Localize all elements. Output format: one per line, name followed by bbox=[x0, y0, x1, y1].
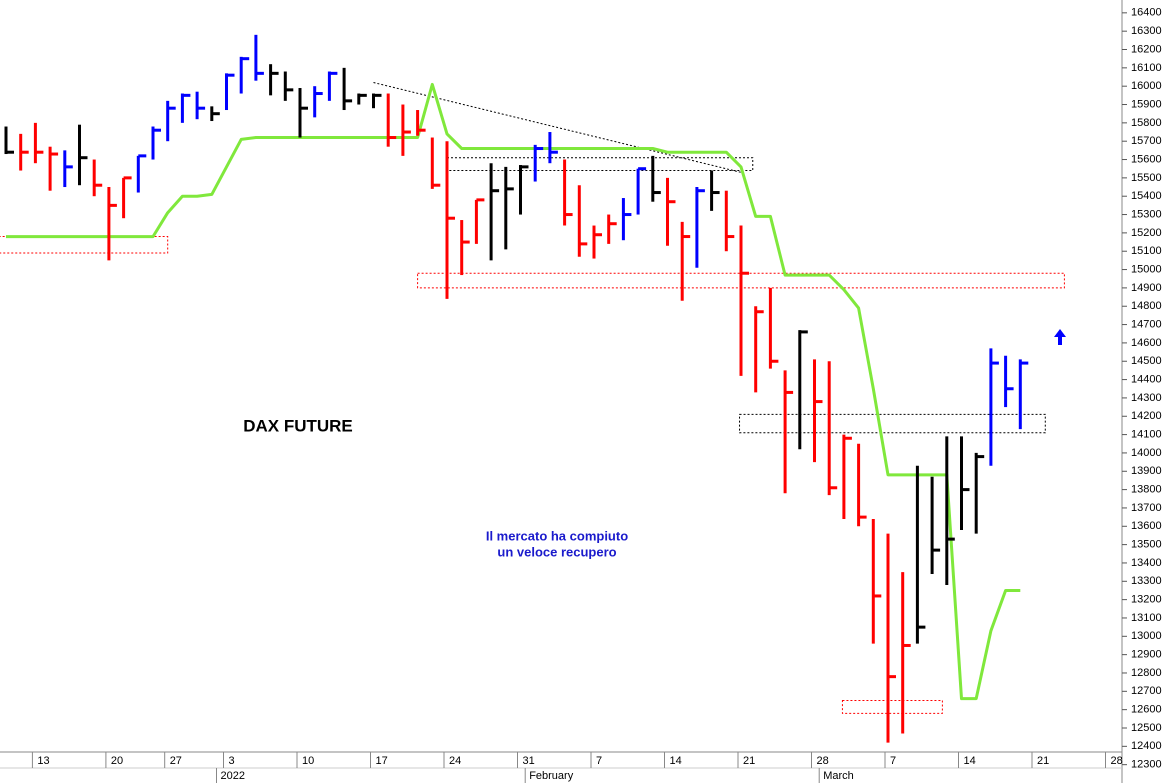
zone bbox=[446, 157, 754, 172]
y-tick-label: 14400 bbox=[1131, 373, 1162, 385]
y-tick-label: 12400 bbox=[1131, 740, 1162, 752]
y-tick-label: 13500 bbox=[1131, 539, 1162, 551]
chart-title: DAX FUTURE bbox=[243, 416, 353, 435]
y-tick-label: 16300 bbox=[1131, 25, 1162, 37]
y-tick-label: 16200 bbox=[1131, 43, 1162, 55]
x-tick-label: 28 bbox=[1111, 755, 1123, 767]
y-tick-label: 12500 bbox=[1131, 722, 1162, 734]
y-tick-label: 15100 bbox=[1131, 245, 1162, 257]
x-tick-label: 21 bbox=[743, 755, 755, 767]
y-tick-label: 15400 bbox=[1131, 190, 1162, 202]
y-tick-label: 15300 bbox=[1131, 208, 1162, 220]
y-tick-label: 15900 bbox=[1131, 98, 1162, 110]
y-tick-label: 13100 bbox=[1131, 612, 1162, 624]
x-tick-label: 7 bbox=[890, 755, 896, 767]
y-tick-label: 16400 bbox=[1131, 7, 1162, 19]
x-tick-label: 20 bbox=[111, 755, 123, 767]
y-tick-label: 15700 bbox=[1131, 135, 1162, 147]
y-tick-label: 14100 bbox=[1131, 428, 1162, 440]
trendline bbox=[373, 82, 742, 173]
y-tick-label: 15000 bbox=[1131, 263, 1162, 275]
y-tick-label: 13300 bbox=[1131, 575, 1162, 587]
y-tick-label: 13200 bbox=[1131, 594, 1162, 606]
y-tick-label: 16100 bbox=[1131, 62, 1162, 74]
up-arrow bbox=[1054, 329, 1066, 345]
y-tick-label: 13000 bbox=[1131, 630, 1162, 642]
x-tick-label: 14 bbox=[964, 755, 976, 767]
x-tick-label: 10 bbox=[302, 755, 314, 767]
y-tick-label: 15600 bbox=[1131, 153, 1162, 165]
x-group-label: February bbox=[529, 770, 574, 782]
x-tick-label: 17 bbox=[376, 755, 388, 767]
x-tick-label: 24 bbox=[449, 755, 461, 767]
y-tick-label: 14500 bbox=[1131, 355, 1162, 367]
trend-line bbox=[6, 82, 1021, 701]
x-tick-label: 21 bbox=[1037, 755, 1049, 767]
x-tick-label: 7 bbox=[596, 755, 602, 767]
y-tick-label: 12900 bbox=[1131, 649, 1162, 661]
y-tick-label: 12300 bbox=[1131, 759, 1162, 771]
y-tick-label: 14900 bbox=[1131, 282, 1162, 294]
y-tick-label: 14300 bbox=[1131, 392, 1162, 404]
x-tick-label: 3 bbox=[229, 755, 235, 767]
x-tick-label: 13 bbox=[37, 755, 49, 767]
y-tick-label: 15200 bbox=[1131, 227, 1162, 239]
zone bbox=[739, 413, 1046, 434]
x-group-label: March bbox=[823, 770, 854, 782]
annotation: un veloce recupero bbox=[497, 544, 616, 559]
y-tick-label: 15800 bbox=[1131, 117, 1162, 129]
y-tick-label: 16000 bbox=[1131, 80, 1162, 92]
y-tick-label: 14000 bbox=[1131, 447, 1162, 459]
zone bbox=[841, 699, 943, 714]
y-tick-label: 14600 bbox=[1131, 337, 1162, 349]
y-tick-label: 13800 bbox=[1131, 484, 1162, 496]
x-tick-label: 14 bbox=[670, 755, 682, 767]
y-tick-label: 12600 bbox=[1131, 704, 1162, 716]
y-tick-label: 12800 bbox=[1131, 667, 1162, 679]
annotation: Il mercato ha compiuto bbox=[486, 528, 628, 543]
x-tick-label: 28 bbox=[817, 755, 829, 767]
y-tick-label: 13400 bbox=[1131, 557, 1162, 569]
x-tick-label: 27 bbox=[170, 755, 182, 767]
y-tick-label: 14800 bbox=[1131, 300, 1162, 312]
y-tick-label: 12700 bbox=[1131, 685, 1162, 697]
x-group-label: 2022 bbox=[221, 770, 245, 782]
y-tick-label: 14700 bbox=[1131, 318, 1162, 330]
y-tick-label: 13700 bbox=[1131, 502, 1162, 514]
x-tick-label: 31 bbox=[523, 755, 535, 767]
y-tick-label: 14200 bbox=[1131, 410, 1162, 422]
y-tick-label: 13600 bbox=[1131, 520, 1162, 532]
y-tick-label: 13900 bbox=[1131, 465, 1162, 477]
y-tick-label: 15500 bbox=[1131, 172, 1162, 184]
